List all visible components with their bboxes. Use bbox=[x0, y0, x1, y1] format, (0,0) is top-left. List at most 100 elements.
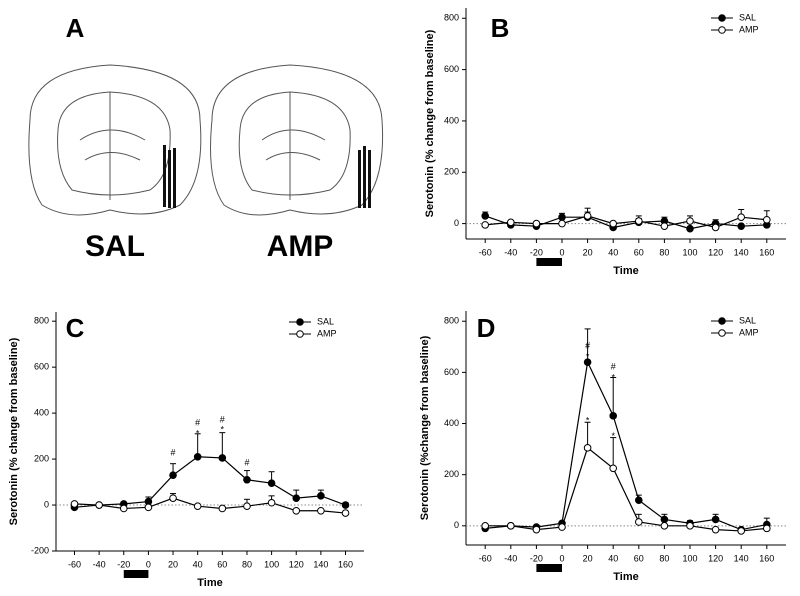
x-tick-label: 160 bbox=[759, 247, 774, 257]
x-axis-title: Time bbox=[613, 265, 638, 277]
y-tick-label: 800 bbox=[444, 13, 459, 23]
x-tick-label: 40 bbox=[608, 247, 618, 257]
series-line bbox=[485, 360, 767, 531]
error-bar bbox=[194, 433, 201, 457]
y-tick-label: 400 bbox=[444, 418, 459, 428]
y-tick-label: 800 bbox=[444, 316, 459, 326]
x-tick-label: 80 bbox=[659, 553, 669, 563]
x-tick-label: 80 bbox=[242, 559, 252, 569]
panel-label: D bbox=[477, 313, 496, 343]
x-tick-label: 100 bbox=[264, 559, 279, 569]
data-point bbox=[95, 501, 103, 509]
legend-marker bbox=[296, 318, 304, 326]
data-point bbox=[558, 523, 566, 531]
y-tick-label: 0 bbox=[44, 499, 49, 509]
infusion-bar bbox=[536, 564, 562, 572]
data-point bbox=[341, 509, 350, 517]
data-point bbox=[686, 224, 694, 233]
error-bar bbox=[610, 376, 617, 416]
annotation: * bbox=[221, 424, 225, 434]
y-tick-label: 200 bbox=[34, 453, 49, 463]
legend-marker bbox=[718, 26, 726, 34]
legend-marker bbox=[718, 317, 726, 325]
data-point bbox=[558, 213, 566, 221]
y-tick-label: -200 bbox=[31, 545, 49, 555]
y-axis-title: Serotonin (% change from baseline) bbox=[424, 29, 436, 217]
data-point bbox=[609, 412, 618, 420]
data-point bbox=[609, 464, 618, 473]
x-tick-label: 100 bbox=[682, 247, 697, 257]
y-axis-title: Serotonin (% change from baseline) bbox=[8, 337, 20, 525]
data-point bbox=[193, 452, 202, 461]
data-point bbox=[737, 222, 746, 230]
brain-section bbox=[28, 64, 384, 216]
data-point bbox=[169, 494, 177, 502]
x-tick-label: -40 bbox=[504, 247, 517, 257]
x-tick-label: 120 bbox=[708, 553, 723, 563]
data-point bbox=[243, 502, 251, 510]
data-point bbox=[317, 492, 325, 500]
data-point bbox=[686, 522, 694, 530]
series-line bbox=[485, 215, 767, 229]
data-point bbox=[218, 504, 227, 513]
x-tick-label: 140 bbox=[313, 559, 328, 569]
data-point bbox=[144, 503, 153, 512]
panel-label: A bbox=[66, 13, 85, 43]
data-point bbox=[169, 471, 177, 479]
x-tick-label: 0 bbox=[146, 559, 151, 569]
x-axis-title: Time bbox=[613, 571, 638, 583]
data-point bbox=[317, 506, 325, 515]
x-tick-label: -60 bbox=[68, 559, 81, 569]
y-tick-label: 400 bbox=[444, 115, 459, 125]
legend-marker bbox=[296, 330, 304, 338]
x-tick-label: 140 bbox=[734, 553, 749, 563]
data-point bbox=[686, 217, 694, 225]
data-point bbox=[243, 475, 251, 484]
x-tick-label: 120 bbox=[289, 559, 304, 569]
series-line bbox=[74, 497, 346, 514]
x-tick-label: 120 bbox=[708, 247, 723, 257]
data-point bbox=[267, 498, 276, 507]
data-point bbox=[558, 219, 566, 228]
legend-marker bbox=[718, 329, 726, 337]
data-point bbox=[532, 525, 541, 534]
x-tick-label: 80 bbox=[659, 247, 669, 257]
data-point bbox=[583, 444, 592, 452]
annotation: # bbox=[171, 447, 176, 457]
x-tick-label: 20 bbox=[583, 553, 593, 563]
legend-label: SAL bbox=[739, 315, 756, 325]
x-tick-label: 0 bbox=[559, 553, 564, 563]
data-point bbox=[635, 496, 643, 505]
data-point bbox=[532, 219, 541, 228]
data-point bbox=[583, 358, 592, 366]
data-point bbox=[507, 218, 515, 227]
data-point bbox=[711, 515, 720, 524]
data-point bbox=[70, 500, 79, 508]
x-tick-label: 60 bbox=[634, 553, 644, 563]
legend-label: SAL bbox=[317, 316, 334, 326]
data-point bbox=[763, 524, 771, 533]
x-tick-label: 20 bbox=[583, 247, 593, 257]
x-tick-label: 160 bbox=[759, 553, 774, 563]
annotation: # bbox=[611, 362, 616, 372]
x-tick-label: -60 bbox=[479, 553, 492, 563]
series-line bbox=[485, 215, 767, 230]
data-point bbox=[507, 522, 515, 530]
data-point bbox=[763, 215, 771, 224]
y-tick-label: 600 bbox=[444, 64, 459, 74]
x-tick-label: 40 bbox=[193, 559, 203, 569]
data-point bbox=[609, 219, 618, 228]
data-point bbox=[635, 518, 643, 526]
data-point bbox=[267, 479, 276, 488]
legend-label: AMP bbox=[739, 327, 759, 337]
data-point bbox=[292, 506, 301, 515]
data-point bbox=[711, 525, 720, 534]
data-point bbox=[193, 502, 202, 510]
x-tick-label: 100 bbox=[682, 553, 697, 563]
legend-marker bbox=[718, 14, 726, 22]
data-point bbox=[218, 454, 227, 462]
annotation: # bbox=[244, 457, 249, 467]
series-line bbox=[74, 456, 346, 508]
y-tick-label: 200 bbox=[444, 469, 459, 479]
